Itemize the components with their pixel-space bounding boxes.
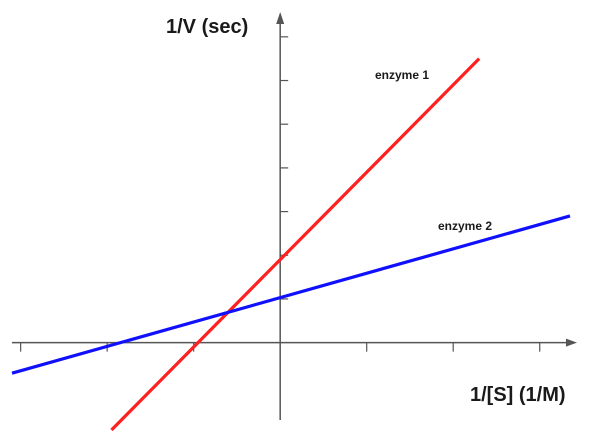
series-line-enzyme-2 xyxy=(12,216,570,373)
x-axis-arrow xyxy=(566,339,577,347)
y-axis-title: 1/V (sec) xyxy=(166,16,248,38)
x-axis-title: 1/[S] (1/M) xyxy=(470,384,566,406)
series-lines xyxy=(12,59,570,430)
y-axis-arrow xyxy=(276,12,284,24)
series-label-enzyme-1: enzyme 1 xyxy=(375,68,429,82)
series-line-enzyme-1 xyxy=(111,59,479,430)
axes xyxy=(12,12,577,420)
series-labels: enzyme 1 enzyme 2 xyxy=(375,68,492,233)
series-label-enzyme-2: enzyme 2 xyxy=(438,219,492,233)
